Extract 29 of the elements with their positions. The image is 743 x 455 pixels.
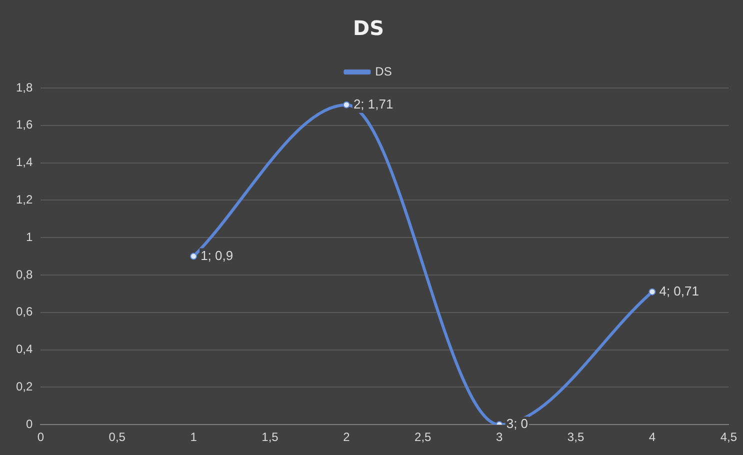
- x-tick-label: 1,5: [262, 430, 279, 444]
- y-tick-label: 1,2: [16, 192, 33, 207]
- y-tick-label: 1,8: [16, 80, 33, 94]
- x-tick-label: 4: [648, 430, 656, 444]
- y-tick-label: 0,8: [16, 267, 33, 282]
- x-tick-label: 3,5: [567, 430, 584, 444]
- point: [648, 288, 656, 296]
- data-label: 4; 0,71: [659, 283, 699, 298]
- y-tick-label: 1,4: [16, 155, 33, 170]
- point: [342, 101, 350, 108]
- y-tick-label: 0: [26, 416, 33, 431]
- x-tick-label: 1: [190, 430, 198, 444]
- data-label: 2; 1,71: [353, 96, 394, 112]
- x-tick-label: 0,5: [108, 430, 126, 444]
- legend-label: DS: [375, 64, 392, 78]
- x-tick-label: 3: [496, 430, 503, 444]
- y-tick-label: 0,6: [16, 304, 33, 319]
- data-label: 3; 0: [506, 416, 528, 432]
- y-tick-label: 1: [26, 230, 33, 244]
- chart-title: DS: [352, 16, 384, 40]
- x-tick-label: 2: [343, 430, 350, 444]
- x-tick-label: 2,5: [414, 430, 432, 444]
- data-label: 1; 0,9: [200, 248, 234, 263]
- y-tick-label: 0,4: [16, 342, 33, 356]
- point: [190, 252, 198, 260]
- y-tick-label: 0,2: [16, 380, 33, 394]
- y-tick-label: 1,6: [16, 118, 33, 132]
- x-tick-label: 0: [37, 430, 44, 444]
- x-tick-label: 4,5: [720, 430, 738, 444]
